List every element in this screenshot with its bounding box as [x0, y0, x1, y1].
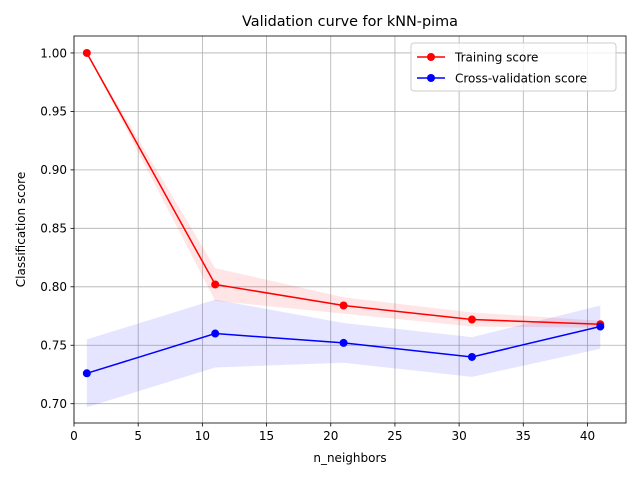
training-legend-marker — [427, 53, 435, 61]
x-tick-label: 20 — [323, 429, 338, 443]
x-axis-label: n_neighbors — [313, 451, 386, 465]
series-markers — [82, 48, 605, 378]
x-tick-label: 10 — [195, 429, 210, 443]
x-tick-label: 0 — [70, 429, 78, 443]
grid — [73, 36, 626, 423]
confidence-bands — [86, 52, 601, 408]
training-score-point — [82, 48, 91, 57]
cross-validation-score-point — [211, 329, 220, 338]
y-tick-label: 0.70 — [40, 397, 67, 411]
cross-validation-score-point — [467, 352, 476, 361]
x-tick-label: 40 — [580, 429, 595, 443]
legend: Training score Cross-validation score — [410, 42, 617, 92]
legend-box — [410, 42, 617, 92]
y-tick-label: 0.80 — [40, 280, 67, 294]
x-tick-label: 35 — [516, 429, 531, 443]
training-score-point — [467, 315, 476, 324]
y-tick-label: 0.75 — [40, 339, 67, 353]
x-tick-label: 5 — [134, 429, 142, 443]
training-score-point — [211, 280, 220, 289]
training-legend-label: Training score — [454, 50, 538, 64]
chart-title: Validation curve for kNN-pima — [242, 14, 458, 30]
y-axis-label: Classification score — [14, 172, 28, 287]
x-tick-label: 30 — [451, 429, 466, 443]
training-score-point — [339, 301, 348, 310]
y-tick-label: 0.95 — [40, 105, 67, 119]
y-tick-label: 0.85 — [40, 222, 67, 236]
y-tick-label: 0.90 — [40, 163, 67, 177]
cross-validation-score-point — [596, 322, 605, 331]
cross-validation-legend-label: Cross-validation score — [455, 71, 587, 85]
x-tick-label: 25 — [387, 429, 402, 443]
x-tick-label: 15 — [259, 429, 274, 443]
cross-validation-score-point — [339, 338, 348, 347]
cross-validation-score-band — [86, 299, 601, 408]
cross-validation-legend-marker — [427, 74, 435, 82]
y-tick-label: 1.00 — [40, 46, 67, 60]
plot-frame — [73, 35, 627, 424]
ticks: 0 5 10 15 20 25 30 35 40 0.70 0.75 0.80 0.85 0.90 0.95… — [40, 46, 595, 443]
cross-validation-score-point — [82, 369, 91, 378]
